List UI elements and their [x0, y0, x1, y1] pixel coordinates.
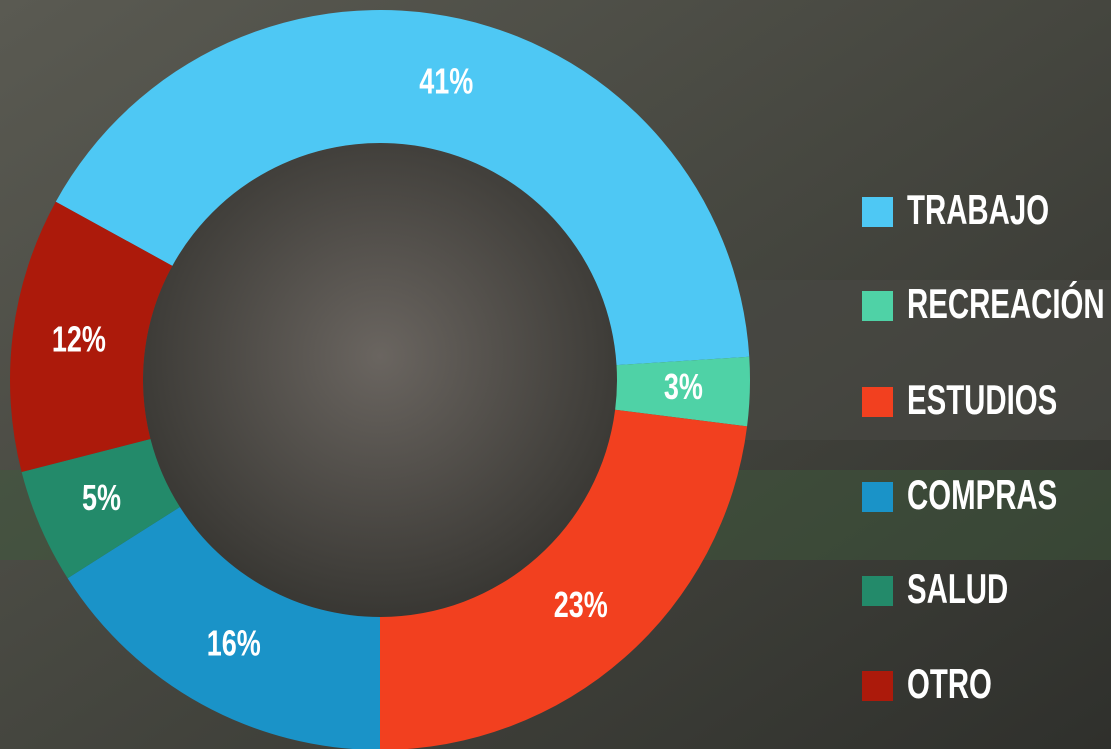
legend-swatch — [862, 671, 893, 701]
legend-label: SALUD — [907, 565, 1008, 613]
segment-label: 3% — [664, 366, 703, 407]
segment-label-group: 5% — [82, 477, 121, 518]
donut-segment — [21, 438, 180, 579]
legend-label: ESTUDIOS — [907, 376, 1057, 424]
legend-label-group: ESTUDIOS — [907, 376, 1057, 424]
segment-label: 23% — [554, 584, 608, 625]
segment-label-group: 16% — [207, 623, 261, 664]
segment-label-group: 12% — [52, 319, 106, 360]
segment-label: 5% — [82, 477, 121, 518]
legend-label-group: OTRO — [907, 660, 992, 708]
legend-label: OTRO — [907, 660, 992, 708]
legend-label-group: RECREACIÓN — [907, 279, 1105, 328]
segment-label: 16% — [207, 623, 261, 664]
donut-hole-photo — [143, 143, 617, 617]
legend-swatch — [862, 291, 893, 321]
segment-label: 41% — [419, 61, 473, 102]
legend-label-group: COMPRAS — [907, 471, 1057, 519]
legend-label: TRABAJO — [907, 186, 1049, 234]
donut-segment — [10, 201, 173, 473]
background-planter — [740, 280, 1111, 440]
legend-swatch — [862, 387, 893, 417]
segment-label-group: 41% — [419, 61, 473, 102]
legend-swatch — [862, 482, 893, 512]
legend-swatch — [862, 576, 893, 606]
legend-label-group: SALUD — [907, 565, 1008, 613]
segment-label-group: 3% — [664, 366, 703, 407]
legend-label: RECREACIÓN — [907, 279, 1105, 328]
donut-segment — [615, 356, 751, 427]
legend-label-group: TRABAJO — [907, 186, 1049, 234]
donut-segment — [67, 506, 380, 749]
segment-label: 12% — [52, 319, 106, 360]
segment-label-group: 23% — [554, 584, 608, 625]
legend-label: COMPRAS — [907, 471, 1057, 519]
donut-segment — [55, 10, 750, 366]
legend-swatch — [862, 197, 893, 227]
donut-segment — [380, 409, 748, 749]
